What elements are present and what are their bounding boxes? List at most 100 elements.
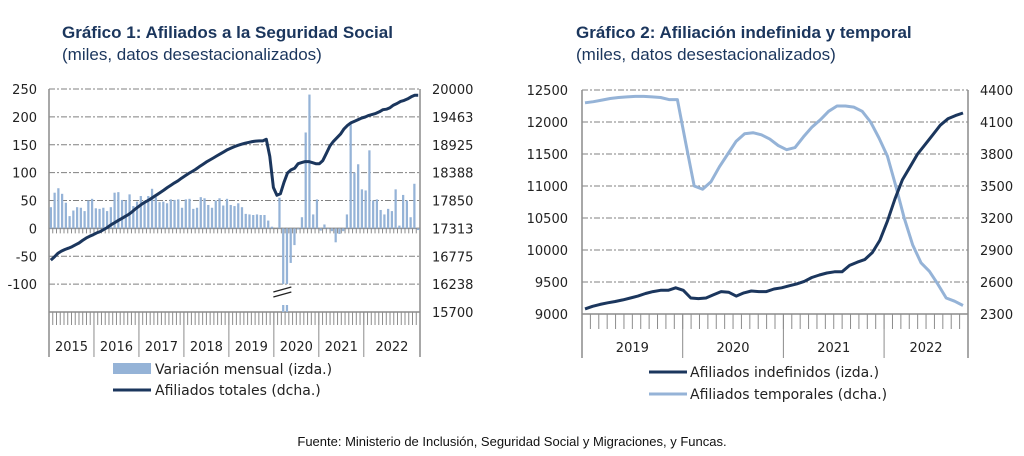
- bar: [263, 214, 266, 229]
- chart1-subtitle: (miles, datos desestacionalizados): [62, 45, 322, 64]
- bar: [192, 208, 195, 229]
- y-left-tick-label: 200: [12, 111, 37, 126]
- bar: [364, 190, 367, 229]
- legend-label: Afiliados indefinidos (izda.): [690, 365, 879, 381]
- bar: [383, 214, 386, 229]
- y-right-tick-label: 15700: [432, 306, 473, 321]
- x-category-label: 2016: [100, 340, 133, 355]
- bar: [132, 206, 135, 229]
- bar: [402, 194, 405, 229]
- bar: [387, 208, 390, 229]
- bar: [203, 198, 206, 229]
- bar: [113, 192, 116, 229]
- x-category-label: 2022: [909, 341, 942, 356]
- bar: [345, 214, 349, 229]
- x-category-label: 2021: [325, 340, 358, 355]
- legend-label: Afiliados totales (dcha.): [155, 383, 321, 399]
- legend-swatch-bar: [113, 363, 151, 374]
- bar: [368, 150, 371, 229]
- bar: [304, 132, 307, 229]
- bar: [233, 206, 236, 229]
- bar: [252, 214, 255, 229]
- bar: [53, 192, 56, 229]
- bar: [83, 211, 86, 229]
- bar: [188, 198, 191, 229]
- bar: [259, 214, 262, 229]
- y-left-tick-label: 11500: [527, 148, 568, 163]
- bar: [57, 188, 60, 229]
- y-right-tick-label: 3500: [980, 180, 1013, 195]
- bar: [139, 196, 142, 229]
- bar: [398, 225, 401, 229]
- y-left-tick-label: 9500: [535, 276, 568, 291]
- bar: [240, 207, 244, 229]
- y-left-tick-label: 50: [20, 195, 37, 210]
- x-category-label: 2019: [235, 340, 268, 355]
- axis-break-mark: [273, 286, 292, 293]
- chart2: 12500 12000 11500 11000 10500 10000 9500 9000 44…: [527, 84, 1013, 403]
- bar: [357, 164, 360, 229]
- bar: [184, 199, 187, 229]
- bar: [255, 214, 259, 229]
- bar: [207, 204, 210, 229]
- series-line-afiliados-indefinidos: [584, 111, 964, 311]
- y-right-tick-label: 18388: [432, 167, 473, 182]
- y-left-tick-label: 250: [12, 83, 37, 98]
- y-right-tick-label: 3800: [980, 148, 1013, 163]
- y-right-tick-label: 16775: [432, 250, 473, 265]
- bar: [390, 211, 394, 229]
- series-line-afiliados-totales: [49, 93, 419, 262]
- x-category-label: 2018: [190, 340, 223, 355]
- y-left-tick-label: 150: [12, 139, 37, 154]
- bar: [195, 207, 199, 229]
- bar: [394, 189, 397, 229]
- y-right-tick-label: 3200: [980, 212, 1013, 227]
- bar: [199, 197, 202, 229]
- bar: [360, 189, 364, 229]
- bar: [319, 228, 322, 231]
- y-right-tick-label: 2900: [980, 244, 1013, 259]
- bar: [49, 207, 52, 229]
- axis-break-mark: [273, 291, 292, 298]
- bar: [135, 201, 139, 229]
- bar: [162, 201, 165, 229]
- bar: [102, 207, 105, 229]
- bar: [154, 197, 157, 229]
- bar: [405, 200, 409, 229]
- bar: [218, 198, 221, 229]
- x-category-label: 2019: [616, 341, 649, 356]
- bar: [94, 208, 97, 229]
- bar: [244, 213, 247, 229]
- bar: [180, 207, 184, 229]
- bar: [229, 204, 232, 229]
- bar-stub: [282, 305, 285, 312]
- bar: [87, 200, 90, 229]
- x-category-label: 2021: [817, 341, 850, 356]
- series-line-afiliados-temporales: [584, 94, 964, 307]
- bar: [375, 199, 379, 229]
- x-category-label: 2015: [55, 340, 88, 355]
- y-right-tick-label: 19463: [432, 111, 473, 126]
- bar: [237, 203, 240, 229]
- bar: [60, 193, 64, 229]
- bar: [143, 200, 146, 229]
- legend-label: Variación mensual (izda.): [155, 362, 332, 378]
- bar: [270, 226, 274, 229]
- y-left-tick-label: 100: [12, 167, 37, 182]
- bar: [323, 224, 326, 229]
- y-left-tick-label: 0: [29, 222, 37, 237]
- bar-stub: [285, 305, 289, 312]
- bar: [327, 228, 330, 229]
- bar: [222, 205, 225, 229]
- bar: [334, 228, 337, 243]
- bar: [278, 197, 281, 229]
- bar: [413, 183, 416, 229]
- bar: [169, 199, 172, 229]
- bar: [173, 199, 176, 229]
- bar: [105, 211, 109, 229]
- bar: [158, 202, 161, 229]
- chart2-title: Gráfico 2: Afiliación indefinida y tempo…: [576, 23, 912, 42]
- bar: [177, 199, 180, 229]
- y-right-tick-label: 4400: [980, 84, 1013, 99]
- bar: [349, 122, 352, 229]
